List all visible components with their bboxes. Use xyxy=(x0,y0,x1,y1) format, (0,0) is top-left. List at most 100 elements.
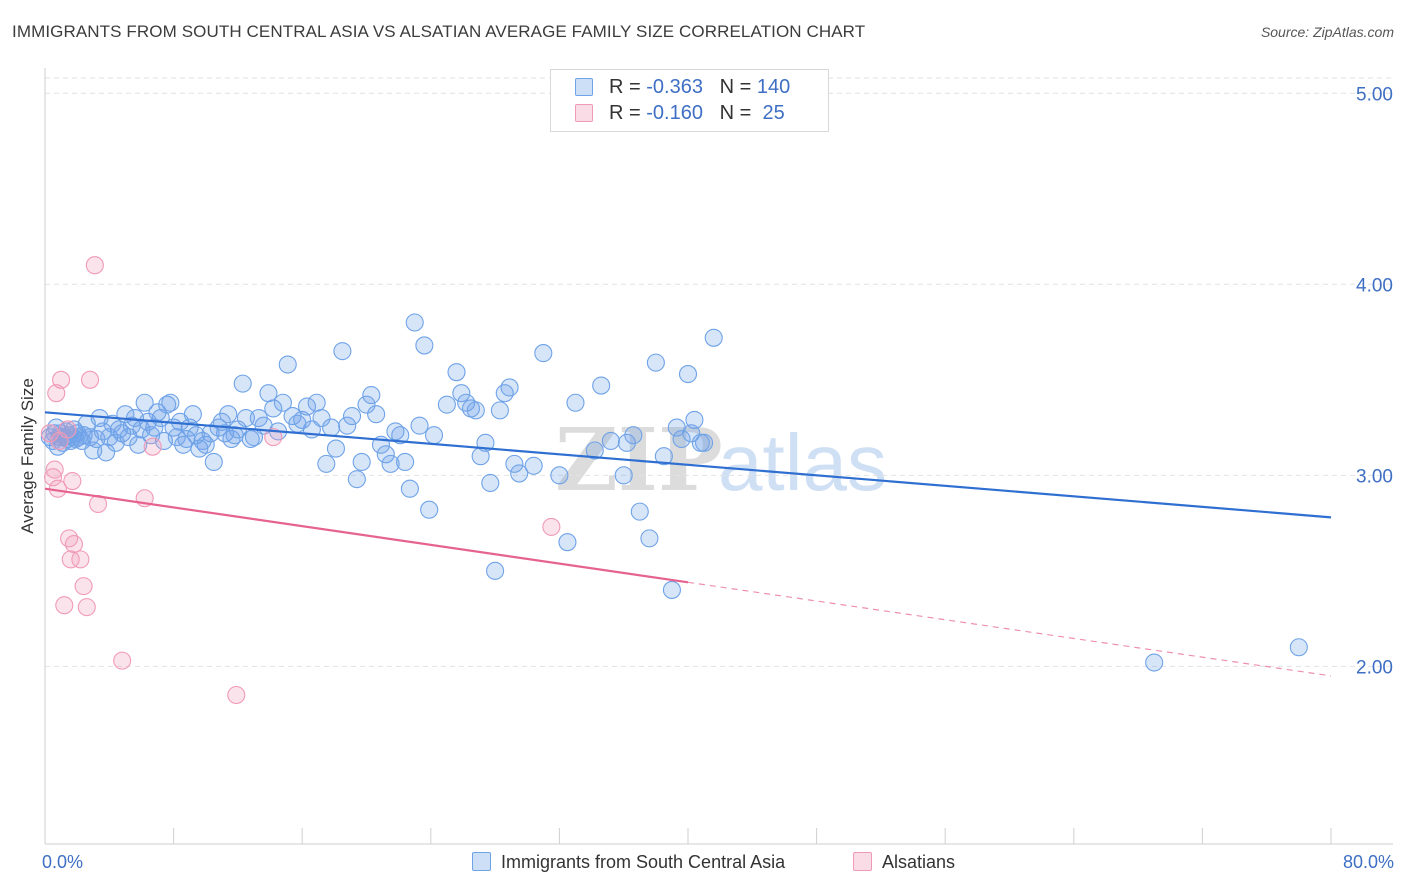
point-south-central-asia xyxy=(333,342,352,361)
point-south-central-asia xyxy=(307,393,326,412)
point-south-central-asia xyxy=(183,405,202,424)
point-south-central-asia xyxy=(524,456,543,475)
trend-line-alsatian-extrapolated xyxy=(687,581,1332,677)
x-tick-label-max: 80.0% xyxy=(1342,852,1394,872)
point-south-central-asia xyxy=(415,336,434,355)
point-south-central-asia xyxy=(97,443,116,462)
bottom-legend-swatch-pink xyxy=(853,852,872,871)
point-south-central-asia xyxy=(342,407,362,426)
point-alsatian xyxy=(264,428,283,447)
point-south-central-asia xyxy=(204,452,223,472)
point-south-central-asia xyxy=(1145,653,1164,672)
point-south-central-asia xyxy=(264,399,283,418)
watermark-atlas: atlas xyxy=(718,418,887,507)
point-south-central-asia xyxy=(457,393,476,412)
point-south-central-asia xyxy=(654,447,673,466)
point-south-central-asia xyxy=(236,408,255,428)
point-south-central-asia xyxy=(158,395,177,414)
bottom-legend-swatch-blue xyxy=(472,852,491,871)
point-south-central-asia xyxy=(161,393,180,412)
point-alsatian xyxy=(58,420,77,439)
point-south-central-asia xyxy=(396,452,415,472)
trend-line-alsatian xyxy=(44,487,689,584)
point-south-central-asia xyxy=(400,479,419,498)
point-alsatian xyxy=(143,437,162,456)
point-south-central-asia xyxy=(452,384,471,403)
point-alsatian xyxy=(60,529,79,548)
point-south-central-asia xyxy=(145,418,164,437)
point-south-central-asia xyxy=(241,429,260,449)
point-south-central-asia xyxy=(362,386,381,405)
legend-n-value: 25 xyxy=(756,102,785,124)
point-alsatian xyxy=(113,651,132,670)
legend-swatch-blue xyxy=(575,78,593,96)
point-south-central-asia xyxy=(500,378,519,397)
point-south-central-asia xyxy=(566,393,585,412)
legend-n-label: N = xyxy=(719,76,757,98)
point-south-central-asia xyxy=(691,433,710,452)
point-alsatian xyxy=(64,535,83,554)
legend-r-label: R = xyxy=(609,76,647,98)
point-south-central-asia xyxy=(704,328,723,347)
trend-line-south-central-asia xyxy=(44,411,1332,519)
point-south-central-asia xyxy=(534,344,553,363)
point-south-central-asia xyxy=(447,363,466,382)
point-south-central-asia xyxy=(495,384,514,403)
point-south-central-asia xyxy=(278,355,297,374)
legend-swatch-pink xyxy=(575,104,593,122)
point-south-central-asia xyxy=(685,410,704,429)
point-alsatian xyxy=(55,596,74,615)
point-south-central-asia xyxy=(1289,638,1308,657)
point-south-central-asia xyxy=(293,410,312,429)
point-south-central-asia xyxy=(592,376,611,395)
x-tick-label-min: 0.0% xyxy=(42,852,84,872)
point-south-central-asia xyxy=(312,408,331,428)
point-south-central-asia xyxy=(297,397,317,416)
bottom-legend-item-south-central-asia: Immigrants from South Central Asia xyxy=(472,852,785,873)
point-alsatian xyxy=(74,577,93,596)
point-south-central-asia xyxy=(437,395,456,414)
point-south-central-asia xyxy=(550,466,569,485)
point-south-central-asia xyxy=(259,384,278,403)
point-alsatian xyxy=(61,550,80,569)
legend-r-label: R = xyxy=(609,102,647,124)
point-south-central-asia xyxy=(357,395,376,414)
point-south-central-asia xyxy=(678,365,698,384)
point-alsatian xyxy=(77,598,96,617)
legend-r-value: -0.363 xyxy=(646,76,703,98)
point-south-central-asia xyxy=(601,431,620,450)
point-south-central-asia xyxy=(630,502,649,521)
point-south-central-asia xyxy=(347,470,366,489)
point-south-central-asia xyxy=(219,405,238,424)
bottom-legend-item-alsatians: Alsatians xyxy=(853,852,955,873)
point-south-central-asia xyxy=(490,401,509,420)
point-south-central-asia xyxy=(585,441,604,460)
point-alsatian xyxy=(80,370,100,389)
point-south-central-asia xyxy=(129,435,148,454)
legend-n-label: N = xyxy=(719,102,757,124)
point-south-central-asia xyxy=(322,418,341,437)
point-south-central-asia xyxy=(558,533,577,552)
point-south-central-asia xyxy=(135,393,154,412)
point-south-central-asia xyxy=(317,454,336,473)
point-south-central-asia xyxy=(424,426,444,445)
point-south-central-asia xyxy=(326,439,346,458)
point-south-central-asia xyxy=(338,416,357,435)
y-tick-label: 3.00 xyxy=(1356,466,1393,487)
point-south-central-asia xyxy=(367,405,386,424)
bottom-legend-label: Immigrants from South Central Asia xyxy=(501,852,786,872)
point-alsatian xyxy=(45,460,64,479)
y-tick-label: 4.00 xyxy=(1356,275,1393,296)
point-south-central-asia xyxy=(510,464,529,483)
point-south-central-asia xyxy=(420,500,439,519)
point-south-central-asia xyxy=(486,561,505,580)
point-alsatian xyxy=(542,517,561,536)
point-south-central-asia xyxy=(177,429,196,449)
point-alsatian xyxy=(71,550,90,569)
point-south-central-asia xyxy=(481,473,500,493)
point-south-central-asia xyxy=(617,433,636,452)
point-alsatian xyxy=(63,472,82,491)
point-alsatian xyxy=(85,256,104,275)
source-credit: Source: ZipAtlas.com xyxy=(1260,24,1394,40)
